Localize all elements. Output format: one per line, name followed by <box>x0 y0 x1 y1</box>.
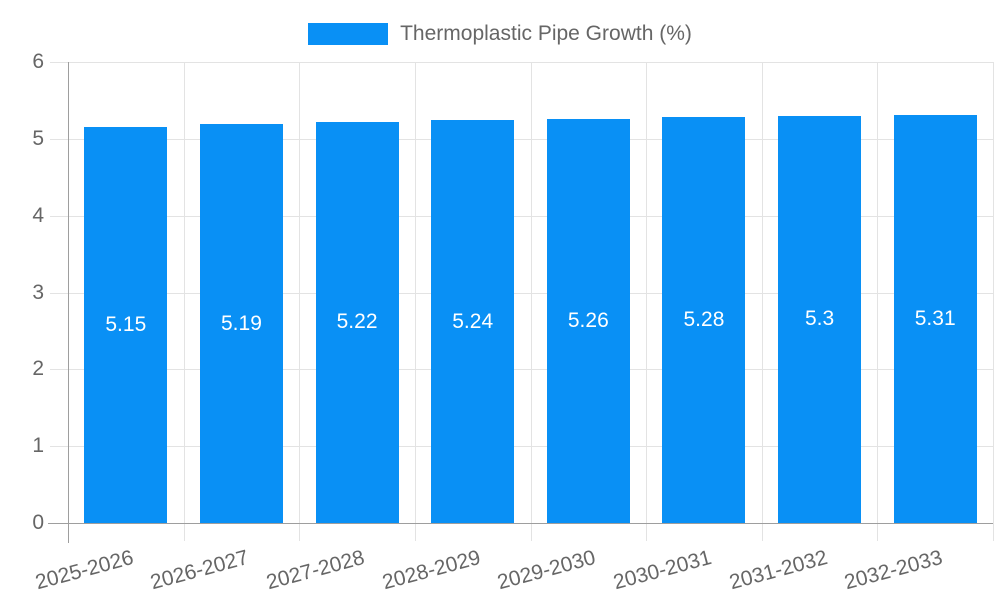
bar-value-label: 5.19 <box>221 311 262 335</box>
plot-area: 5.15 5.19 5.22 5.24 5.26 5.28 5.3 5.31 <box>48 62 994 543</box>
bar[interactable]: 5.3 <box>778 115 862 523</box>
x-tick-label: 2032-2033 <box>842 546 946 595</box>
x-tick-label: 2027-2028 <box>264 546 368 595</box>
bar[interactable]: 5.22 <box>315 121 399 523</box>
h-gridline <box>50 446 993 448</box>
v-gridline <box>761 62 763 541</box>
h-gridline <box>50 62 993 63</box>
legend-label: Thermoplastic Pipe Growth (%) <box>400 22 692 45</box>
bar-value-label: 5.15 <box>105 313 147 337</box>
x-tick-label: 2025-2026 <box>32 546 136 595</box>
x-tick-label: 2030-2031 <box>610 546 714 595</box>
legend[interactable]: Thermoplastic Pipe Growth (%) <box>0 20 1000 48</box>
bar[interactable]: 5.15 <box>84 127 168 523</box>
v-gridline <box>414 62 416 541</box>
y-tick-label: 5 <box>32 126 44 150</box>
bar[interactable]: 5.26 <box>546 118 630 523</box>
y-tick-label: 0 <box>32 511 44 534</box>
v-gridline <box>877 62 879 541</box>
bar-value-label: 5.28 <box>683 308 725 332</box>
bar[interactable]: 5.19 <box>199 124 283 523</box>
y-axis-line <box>68 62 69 543</box>
legend-swatch <box>308 23 389 45</box>
x-tick-label: 2028-2029 <box>379 546 483 595</box>
y-tick-label: 1 <box>32 434 44 458</box>
v-gridline <box>993 62 994 541</box>
v-gridline <box>530 62 532 541</box>
x-axis-line <box>48 523 993 524</box>
bar-value-label: 5.31 <box>914 306 956 330</box>
bar-value-label: 5.22 <box>336 310 378 334</box>
h-gridline <box>50 369 993 371</box>
x-tick-label: 2029-2030 <box>495 546 599 595</box>
y-tick-label: 4 <box>32 203 44 227</box>
bar[interactable]: 5.31 <box>893 115 977 523</box>
h-gridline <box>50 138 993 140</box>
bar[interactable]: 5.28 <box>662 117 746 523</box>
bar-value-label: 5.26 <box>567 308 609 332</box>
h-gridline <box>50 292 993 294</box>
y-tick-label: 6 <box>32 50 44 73</box>
bar[interactable]: 5.24 <box>431 120 515 523</box>
h-gridline <box>50 215 993 217</box>
bar-value-label: 5.3 <box>804 307 835 331</box>
x-tick-label: 2031-2032 <box>726 546 830 595</box>
bar-value-label: 5.24 <box>452 309 494 333</box>
x-tick-label: 2026-2027 <box>148 546 252 595</box>
y-tick-label: 2 <box>32 357 44 381</box>
v-gridline <box>646 62 648 541</box>
y-tick-label: 3 <box>32 280 44 304</box>
v-gridline <box>299 62 301 541</box>
v-gridline <box>183 62 185 541</box>
